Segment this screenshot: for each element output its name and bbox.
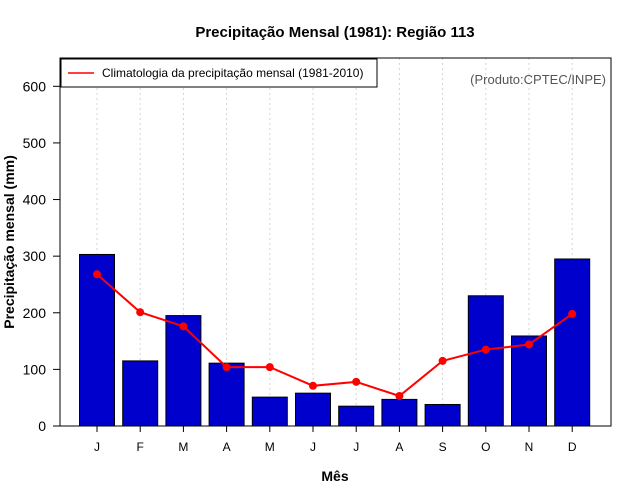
- climatology-point-1: [93, 270, 101, 279]
- climatology-point-8: [395, 391, 404, 400]
- climatology-point-9: [438, 356, 447, 365]
- bar-1: [79, 253, 115, 427]
- x-tick-label: N: [525, 440, 534, 454]
- climatology-point-2: [136, 308, 145, 317]
- x-axis-title: Mês: [321, 468, 348, 484]
- legend-box: [60, 58, 378, 88]
- bar-11: [511, 335, 547, 427]
- y-tick-label: 600: [23, 78, 47, 94]
- y-tick-label: 0: [38, 418, 46, 434]
- bar-6: [295, 392, 331, 427]
- climatology-series: [93, 270, 577, 400]
- x-tick-label: O: [481, 440, 490, 454]
- x-tick-label: M: [178, 440, 188, 454]
- chart-title: Precipitação Mensal (1981): Região 113: [195, 24, 474, 41]
- bar-3: [165, 315, 202, 427]
- bar-8: [381, 398, 418, 427]
- climatology-point-6: [309, 381, 317, 390]
- climatology-point-5: [265, 363, 274, 372]
- x-tick-label: J: [353, 440, 359, 454]
- y-tick-label: 500: [23, 135, 47, 151]
- y-tick-label: 200: [23, 305, 47, 321]
- climatology-point-10: [481, 345, 490, 354]
- x-tick-label: J: [94, 440, 100, 454]
- bar-4: [208, 362, 245, 427]
- x-tick-label: J: [310, 440, 316, 454]
- x-tick-label: M: [265, 440, 275, 454]
- x-tick-label: F: [137, 440, 144, 454]
- y-tick-label: 300: [23, 248, 47, 264]
- bars: [79, 253, 591, 427]
- bar-5: [251, 396, 288, 427]
- legend: Climatologia da precipitação mensal (198…: [60, 58, 378, 88]
- source-annotation: (Produto:CPTEC/INPE): [470, 72, 606, 87]
- bar-12: [554, 258, 591, 427]
- bar-10: [467, 295, 504, 427]
- x-tick-label: S: [439, 440, 447, 454]
- bar-2: [122, 360, 159, 427]
- legend-label: Climatologia da precipitação mensal (198…: [102, 66, 363, 80]
- climatology-line: [96, 273, 573, 398]
- y-tick-label: 400: [23, 192, 47, 208]
- climatology-point-3: [179, 322, 188, 331]
- y-axis-title: Precipitação mensal (mm): [1, 155, 17, 329]
- y-tick-label: 100: [23, 361, 47, 377]
- bar-9: [424, 403, 461, 427]
- y-axis: 0 100 200 300 400 500 600: [23, 78, 60, 434]
- climatology-point-12: [568, 309, 577, 318]
- plot-frame: [59, 57, 612, 427]
- climatology-point-7: [352, 377, 361, 386]
- climatology-point-11: [525, 340, 533, 349]
- x-tick-label: A: [395, 440, 403, 454]
- x-tick-label: A: [223, 440, 231, 454]
- x-tick-label: D: [568, 440, 577, 454]
- climatology-point-4: [222, 363, 231, 372]
- bar-7: [338, 405, 375, 427]
